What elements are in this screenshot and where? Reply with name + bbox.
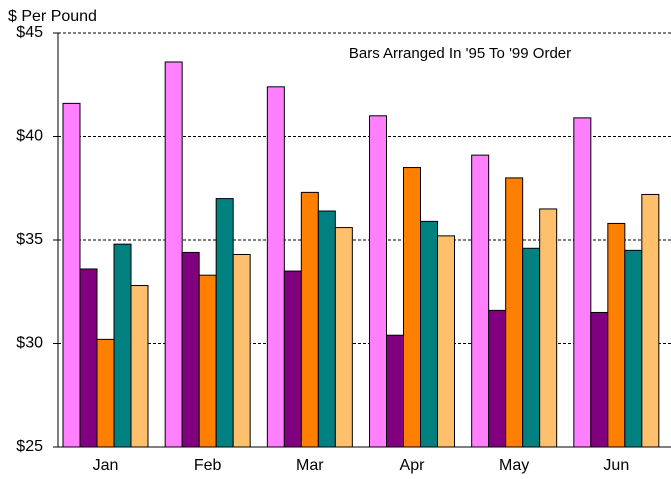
bar [96,338,115,448]
bar [266,86,285,448]
bar [79,268,98,448]
axis-title: $ Per Pound [8,8,97,25]
bar [590,311,609,448]
bar [300,191,319,448]
x-tick-label: Mar [296,457,324,474]
bar [624,249,643,448]
x-tick-label: Feb [194,457,222,474]
annotation: Bars Arranged In '95 To '99 Order [349,45,571,62]
bar [641,193,660,448]
y-tick-label: $45 [16,24,43,41]
bar [369,115,387,448]
x-tick-label: Jan [93,457,119,474]
bar [539,208,558,448]
bar [283,270,302,448]
bar [420,220,438,448]
bar [607,222,626,448]
bar [62,102,81,448]
bar [334,227,353,448]
y-tick-label: $35 [16,231,43,248]
x-tick-label: May [499,457,529,474]
bar [573,117,592,448]
y-tick-label: $25 [16,438,43,455]
bar [198,274,217,448]
x-tick-label: Jun [603,457,629,474]
bar [437,235,455,448]
bar [488,309,507,448]
bar [215,198,234,448]
bar [403,167,421,448]
bar [317,210,336,448]
bar [113,243,132,448]
bars [62,61,660,448]
x-tick-label: Apr [400,457,426,474]
y-tick-label: $40 [16,128,43,145]
bar [505,177,524,448]
y-tick-label: $30 [16,335,43,352]
bar [522,247,541,448]
bar [181,251,200,448]
bar [130,285,149,448]
bar [471,154,490,448]
bar [232,253,251,448]
bar [386,334,404,448]
bar [164,61,183,448]
